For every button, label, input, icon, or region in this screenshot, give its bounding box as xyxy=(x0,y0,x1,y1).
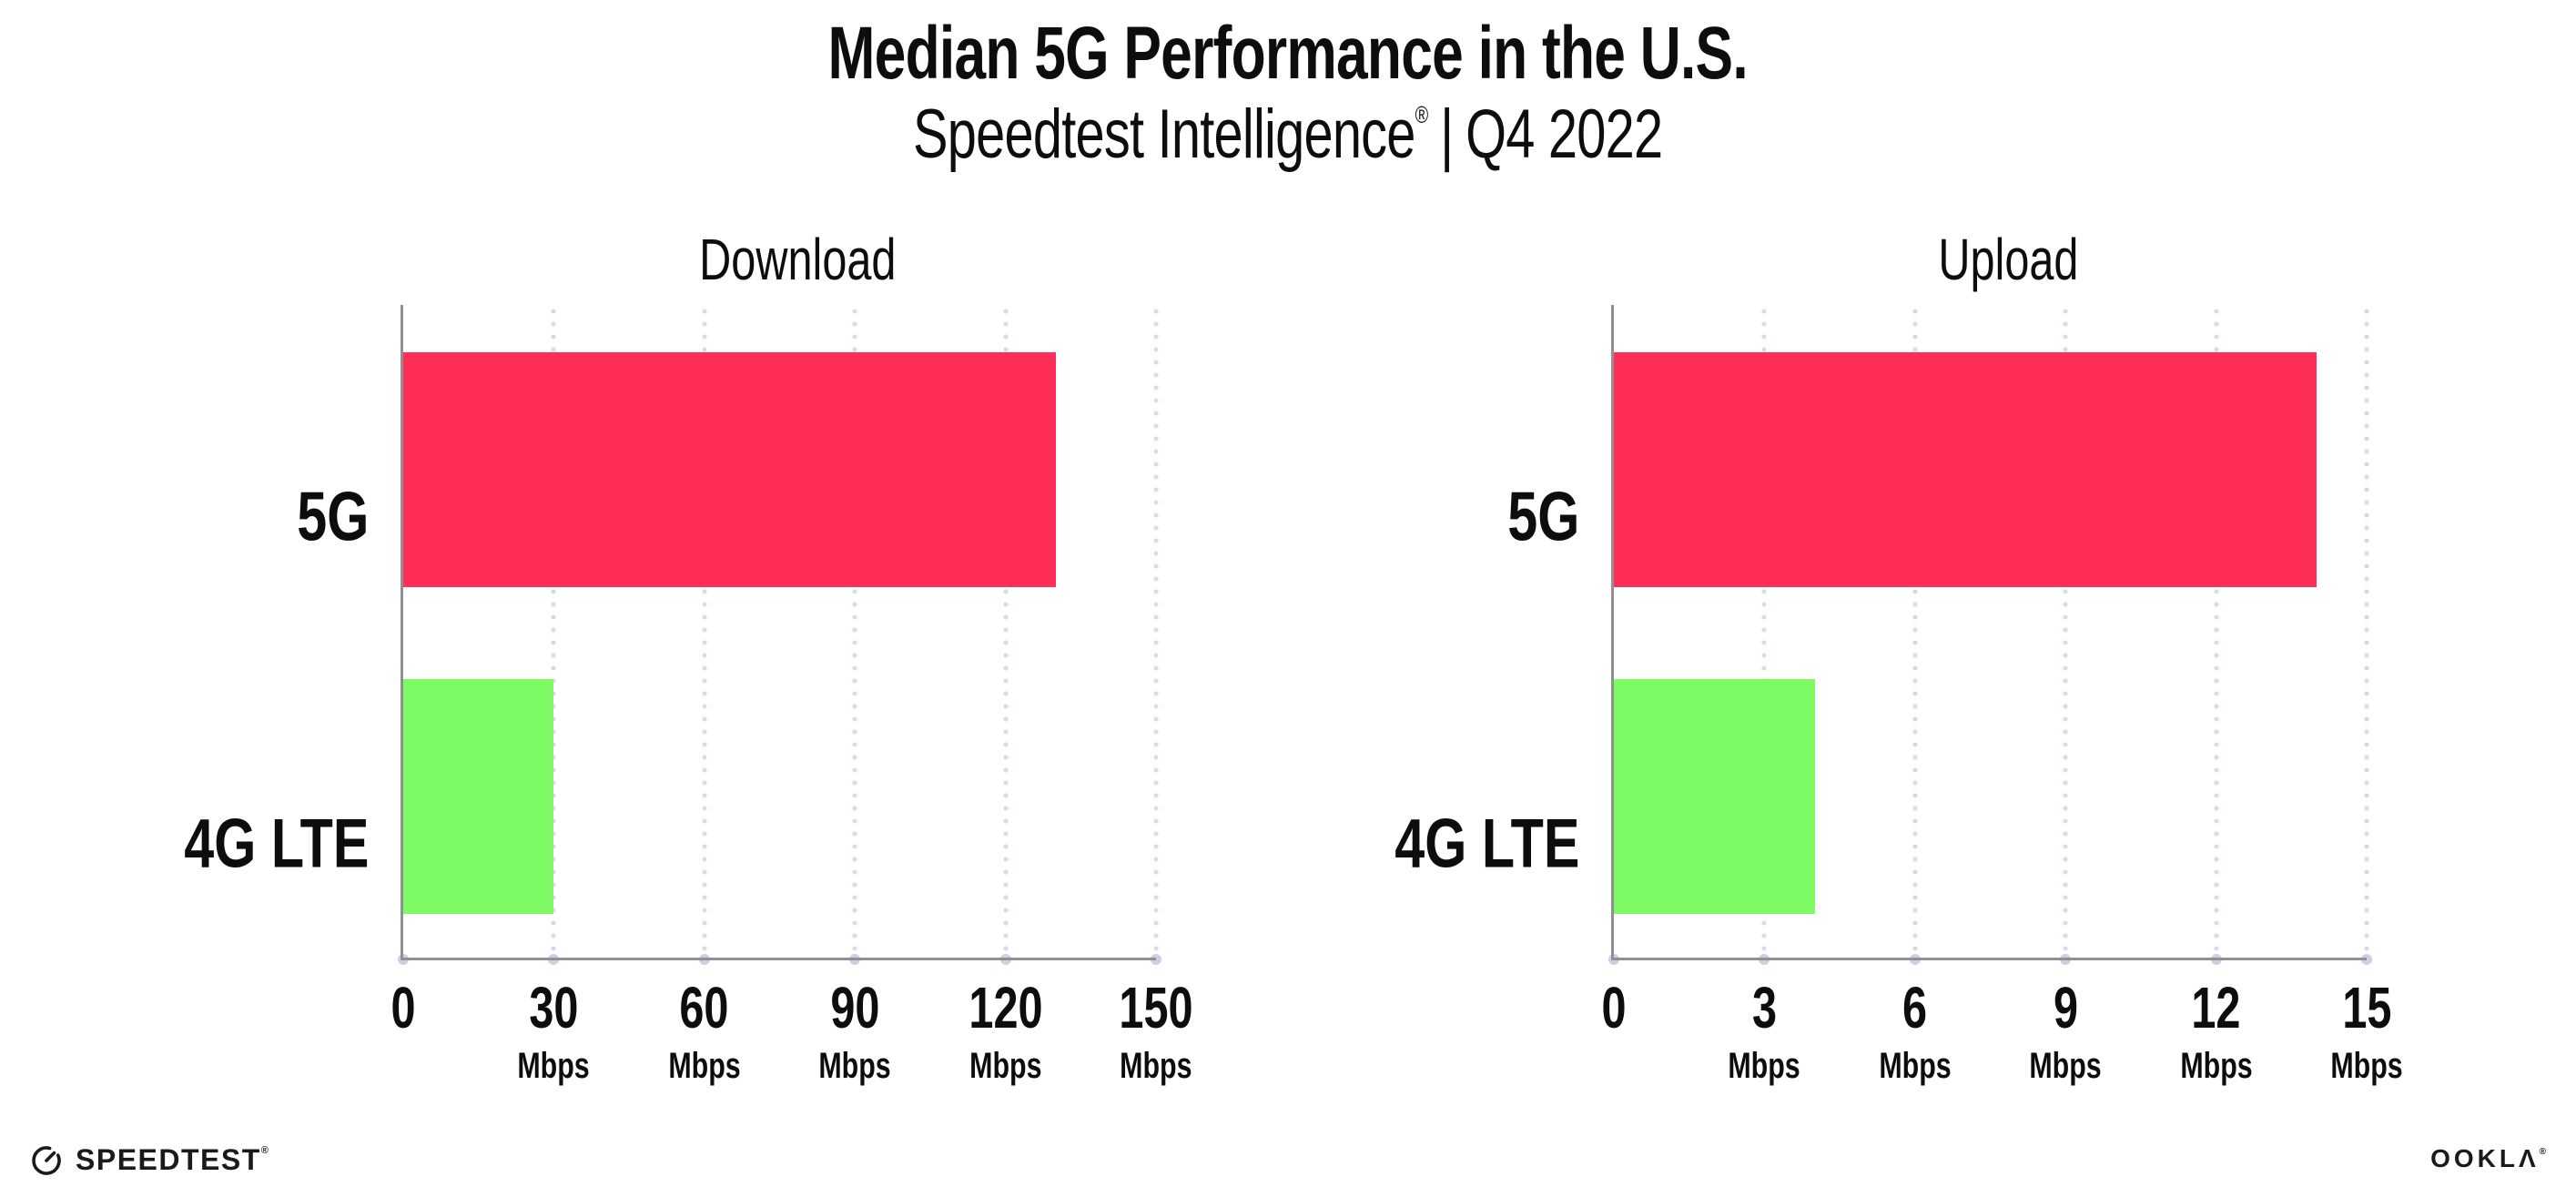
axis-tick-dot-150 xyxy=(1151,954,1161,965)
gridline-3 xyxy=(1761,305,1768,959)
gridline-12 xyxy=(2213,305,2219,959)
subtitle-separator: | xyxy=(1440,96,1454,173)
gridline-30 xyxy=(551,305,557,959)
speedtest-wordmark: SPEEDTEST® xyxy=(76,1143,269,1176)
page-title-text: Median 5G Performance in the U.S. xyxy=(827,12,1749,95)
upload-chart-title: Upload xyxy=(1938,227,2079,292)
download-plot-area: 5G 4G LTE 0 30 Mbps 60 Mbps 90 Mbps 120 Mbps 150 M… xyxy=(184,305,1193,1084)
speedtest-registered-mark: ® xyxy=(260,1145,269,1156)
tick-unit: Mbps xyxy=(818,1046,891,1086)
tick-label-120: 120 Mbps xyxy=(957,979,1054,1084)
ookla-wordmark: OOKLΛ® xyxy=(2430,1144,2546,1172)
ookla-logo: OOKLΛ® xyxy=(2430,1144,2546,1173)
tick-value: 30 xyxy=(529,975,579,1040)
page-title: Median 5G Performance in the U.S. xyxy=(0,11,2576,96)
tick-value: 6 xyxy=(1902,975,1928,1040)
tick-unit: Mbps xyxy=(668,1046,741,1086)
tick-unit: Mbps xyxy=(969,1046,1042,1086)
tick-value: 0 xyxy=(1601,975,1627,1040)
registered-mark: ® xyxy=(1415,101,1429,128)
upload-y-axis-line xyxy=(1611,305,1614,959)
gridline-6 xyxy=(1912,305,1918,959)
subtitle-period: Q4 2022 xyxy=(1465,96,1663,173)
tick-label-60: 60 Mbps xyxy=(657,979,752,1084)
tick-value: 15 xyxy=(2341,975,2392,1040)
download-y-axis-line xyxy=(401,305,403,959)
gridline-150 xyxy=(1153,305,1159,959)
tick-label-15: 15 Mbps xyxy=(2319,979,2414,1084)
tick-label-30: 30 Mbps xyxy=(506,979,601,1084)
tick-label-12: 12 Mbps xyxy=(2168,979,2263,1084)
upload-x-axis-line xyxy=(1611,958,2367,960)
gridline-90 xyxy=(852,305,858,959)
tick-unit: Mbps xyxy=(1879,1046,1952,1086)
tick-value: 90 xyxy=(830,975,880,1040)
tick-value: 3 xyxy=(1751,975,1777,1040)
ookla-registered-mark: ® xyxy=(2539,1147,2546,1157)
download-chart-title: Download xyxy=(699,227,897,292)
subtitle-brand: Speedtest Intelligence xyxy=(913,96,1415,173)
download-category-label-5g: 5G xyxy=(296,478,369,556)
axis-tick-dot-15 xyxy=(2361,954,2372,965)
tick-unit: Mbps xyxy=(2179,1046,2253,1086)
tick-label-9: 9 Mbps xyxy=(2018,979,2113,1084)
download-bar-4g-lte xyxy=(403,679,554,914)
tick-label-90: 90 Mbps xyxy=(807,979,902,1084)
tick-value: 12 xyxy=(2191,975,2241,1040)
tick-label-6: 6 Mbps xyxy=(1868,979,1962,1084)
gridline-60 xyxy=(701,305,707,959)
upload-plot-area: 5G 4G LTE 0 3 Mbps 6 Mbps 9 Mbps 12 Mbps 15 Mbps xyxy=(1394,305,2403,1084)
tick-value: 120 xyxy=(969,975,1043,1040)
upload-category-label-5g: 5G xyxy=(1506,478,1579,556)
tick-unit: Mbps xyxy=(2330,1046,2403,1086)
upload-category-label-4g-lte: 4G LTE xyxy=(1394,805,1579,883)
upload-bar-5g xyxy=(1614,352,2317,587)
download-category-label-4g-lte: 4G LTE xyxy=(183,805,369,883)
page-subtitle: Speedtest Intelligence® | Q4 2022 xyxy=(0,95,2576,174)
speedtest-gauge-icon xyxy=(32,1145,61,1175)
gridline-15 xyxy=(2364,305,2369,959)
tick-unit: Mbps xyxy=(517,1046,591,1086)
page-subtitle-text: Speedtest Intelligence® | Q4 2022 xyxy=(913,95,1663,174)
tick-unit: Mbps xyxy=(1120,1046,1192,1086)
speedtest-logo: SPEEDTEST® xyxy=(30,1143,269,1177)
upload-bar-4g-lte xyxy=(1614,679,1815,914)
tick-unit: Mbps xyxy=(2029,1046,2102,1086)
tick-label-3: 3 Mbps xyxy=(1717,979,1811,1084)
tick-label-0: 0 xyxy=(387,979,420,1037)
tick-value: 0 xyxy=(390,975,416,1040)
tick-label-0: 0 xyxy=(1597,979,1630,1037)
gridline-120 xyxy=(1002,305,1009,959)
gridline-9 xyxy=(2063,305,2069,959)
tick-value: 60 xyxy=(679,975,729,1040)
tick-unit: Mbps xyxy=(1728,1046,1801,1086)
tick-label-150: 150 Mbps xyxy=(1108,979,1205,1084)
download-bar-5g xyxy=(403,352,1056,587)
tick-value: 9 xyxy=(2053,975,2078,1040)
tick-value: 150 xyxy=(1119,975,1193,1040)
download-x-axis-line xyxy=(401,958,1156,960)
